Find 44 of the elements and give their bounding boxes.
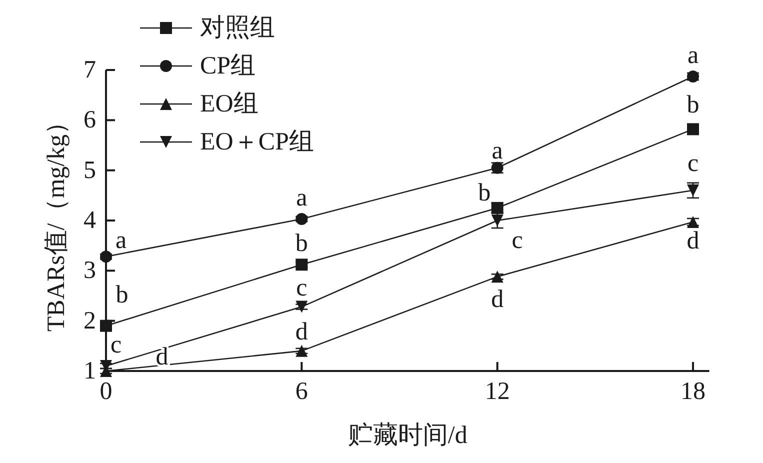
annotation: c	[687, 150, 699, 177]
y-axis-title: TBARs值/（mg/kg）	[43, 109, 70, 332]
y-tick-label: 3	[84, 257, 96, 284]
annotation: a	[687, 42, 699, 70]
legend-label: EO组	[200, 90, 258, 118]
x-tick-label: 0	[100, 378, 112, 405]
point	[296, 212, 308, 225]
annotation: d	[295, 318, 308, 346]
annotation: d	[686, 228, 700, 255]
point	[491, 270, 504, 283]
point	[687, 184, 699, 196]
y-tick-label: 1	[84, 358, 96, 384]
legend-label: CP组	[200, 52, 256, 80]
point	[296, 258, 308, 271]
point	[296, 300, 308, 313]
point	[100, 320, 112, 332]
annotation: a	[115, 227, 127, 254]
y-tick-label: 7	[84, 56, 96, 84]
annotation: a	[296, 184, 308, 212]
x-tick-label: 6	[295, 378, 308, 405]
y-tick-label: 2	[84, 307, 96, 334]
x-tick-label: 12	[484, 378, 510, 405]
point	[100, 250, 112, 263]
annotation: b	[116, 281, 128, 308]
annotation: d	[156, 344, 169, 370]
annotation: d	[491, 286, 504, 314]
y-tick-label: 5	[84, 156, 96, 184]
annotation: b	[478, 179, 491, 206]
annotation: b	[295, 230, 308, 258]
x-axis-title: 贮藏时间/d	[348, 422, 468, 449]
annotation: c	[512, 227, 523, 254]
annotation: b	[686, 92, 700, 119]
annotation: a	[492, 137, 503, 164]
annotation: c	[110, 331, 122, 358]
legend-label: 对照组	[200, 14, 275, 42]
annotation: c	[296, 274, 308, 302]
point	[296, 344, 308, 357]
point	[687, 216, 699, 228]
point	[491, 214, 504, 226]
point	[687, 123, 699, 136]
y-tick-label: 4	[84, 207, 96, 234]
legend-label: EO＋CP组	[200, 128, 314, 156]
y-tick-label: 6	[84, 106, 96, 134]
x-tick-label: 18	[680, 378, 706, 405]
